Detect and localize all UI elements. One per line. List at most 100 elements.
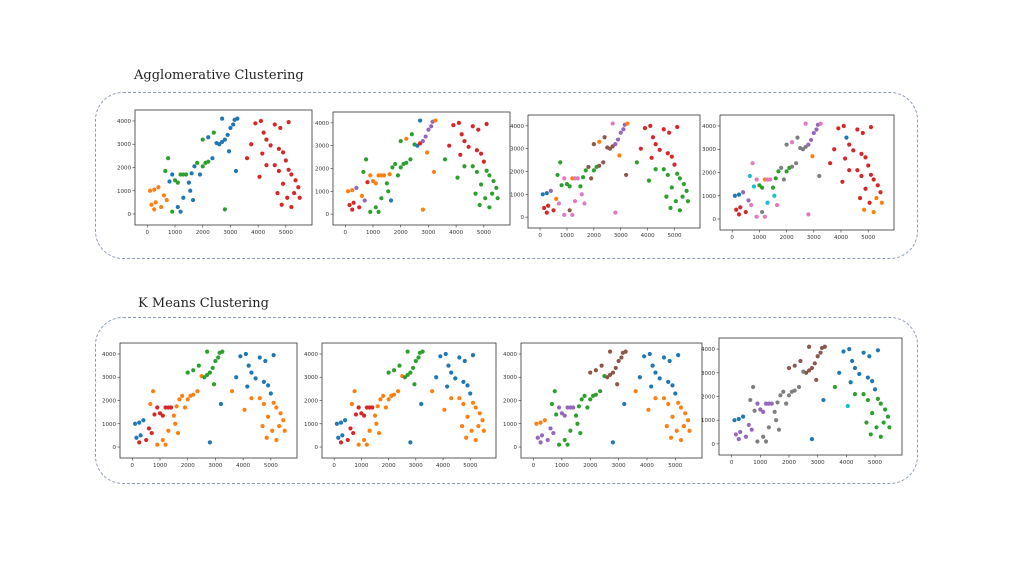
data-point bbox=[738, 429, 743, 435]
x-tick-label: 4000 bbox=[839, 460, 853, 466]
data-point bbox=[861, 392, 866, 397]
data-point bbox=[229, 389, 235, 394]
data-point bbox=[822, 344, 827, 349]
data-point bbox=[376, 209, 381, 214]
data-point bbox=[810, 154, 815, 159]
data-point bbox=[405, 349, 410, 354]
y-tick-label: 1000 bbox=[702, 194, 716, 200]
data-point bbox=[670, 383, 675, 388]
data-point bbox=[804, 370, 809, 375]
data-point bbox=[650, 363, 655, 368]
data-point bbox=[598, 389, 603, 394]
scatter-plot-1: 0 1000 2000 3000 4000 5000 0 1000 2000 3000 4000 bbox=[117, 109, 313, 236]
data-point bbox=[572, 199, 578, 204]
data-point bbox=[464, 435, 469, 440]
data-point bbox=[373, 205, 378, 210]
data-point bbox=[146, 426, 152, 431]
data-point bbox=[736, 437, 741, 442]
data-point bbox=[263, 358, 268, 364]
x-tick-label: 1000 bbox=[555, 463, 569, 469]
y-tick-label: 4000 bbox=[117, 119, 131, 125]
data-point bbox=[593, 392, 599, 397]
data-point bbox=[736, 212, 742, 217]
data-point bbox=[840, 179, 845, 184]
data-point bbox=[669, 154, 674, 159]
y-tick-label: 1000 bbox=[315, 189, 329, 195]
data-point bbox=[750, 161, 755, 166]
data-point bbox=[556, 442, 562, 447]
data-point bbox=[258, 118, 264, 124]
data-point bbox=[867, 354, 872, 359]
data-point bbox=[456, 120, 462, 125]
data-point bbox=[152, 412, 157, 417]
data-point bbox=[386, 370, 391, 375]
scatter-plot-6: 0 1000 2000 3000 4000 5000 0 1000 2000 3000 4000 bbox=[304, 342, 497, 469]
x-tick-label: 1000 bbox=[168, 230, 182, 236]
data-point bbox=[847, 142, 852, 147]
x-tick-label: 0 bbox=[332, 463, 336, 469]
data-point bbox=[647, 351, 652, 357]
data-point bbox=[465, 383, 470, 388]
data-point bbox=[650, 135, 656, 140]
x-tick-label: 0 bbox=[344, 230, 348, 236]
data-point bbox=[367, 428, 372, 433]
y-tick-label: 1000 bbox=[510, 192, 524, 198]
data-point bbox=[672, 162, 677, 167]
data-point bbox=[554, 196, 559, 201]
data-point bbox=[426, 127, 431, 132]
data-point bbox=[803, 144, 808, 150]
data-point bbox=[449, 396, 454, 401]
data-point bbox=[539, 433, 545, 438]
x-tick-label: 5000 bbox=[463, 463, 477, 469]
data-point bbox=[480, 418, 485, 423]
data-point bbox=[289, 172, 294, 177]
data-point bbox=[368, 209, 373, 214]
x-tick-label: 2000 bbox=[181, 463, 195, 469]
data-point bbox=[676, 400, 681, 405]
scatter-plot-svg: 0 1000 2000 3000 4000 5000 0 1000 2000 3000 4000 bbox=[315, 111, 511, 236]
data-point bbox=[675, 124, 680, 130]
data-point bbox=[589, 176, 594, 181]
data-point bbox=[197, 172, 203, 177]
data-point bbox=[786, 365, 792, 371]
data-point bbox=[847, 168, 852, 173]
data-point bbox=[761, 409, 766, 415]
data-point bbox=[242, 407, 247, 412]
data-point bbox=[350, 207, 355, 212]
scatter-plot-svg: 0 1000 2000 3000 4000 5000 0 1000 2000 3000 4000 bbox=[701, 337, 903, 466]
data-point bbox=[548, 188, 553, 194]
data-point bbox=[430, 389, 435, 394]
data-point bbox=[772, 409, 777, 415]
data-point bbox=[442, 407, 447, 412]
data-point bbox=[381, 393, 386, 398]
data-point bbox=[220, 139, 225, 145]
x-tick-label: 1000 bbox=[753, 460, 767, 466]
data-point bbox=[238, 354, 243, 359]
data-point bbox=[841, 349, 846, 354]
data-point bbox=[362, 198, 367, 203]
data-point bbox=[551, 430, 556, 436]
data-point bbox=[837, 370, 842, 375]
y-tick-label: 4000 bbox=[503, 352, 517, 358]
data-point bbox=[776, 427, 782, 432]
data-point bbox=[404, 160, 409, 165]
x-tick-label: 5000 bbox=[279, 230, 293, 236]
data-point bbox=[670, 414, 675, 419]
data-point bbox=[390, 165, 395, 170]
data-point bbox=[732, 193, 737, 198]
data-point bbox=[206, 135, 211, 140]
scatter-plot-2: 0 1000 2000 3000 4000 5000 0 1000 2000 3000 4000 bbox=[315, 111, 511, 236]
data-point bbox=[855, 127, 860, 132]
scatter-plot-5: 0 1000 2000 3000 4000 5000 0 1000 2000 3000 4000 bbox=[102, 342, 298, 469]
data-point bbox=[206, 159, 211, 164]
data-point bbox=[575, 176, 580, 181]
x-tick-label: 3000 bbox=[811, 460, 825, 466]
data-point bbox=[855, 168, 860, 173]
data-point bbox=[868, 432, 873, 437]
data-point bbox=[859, 151, 864, 156]
data-point bbox=[474, 169, 480, 175]
data-point bbox=[597, 139, 602, 144]
y-tick-label: 1000 bbox=[102, 422, 116, 428]
data-point bbox=[748, 397, 753, 403]
data-point bbox=[170, 209, 175, 214]
